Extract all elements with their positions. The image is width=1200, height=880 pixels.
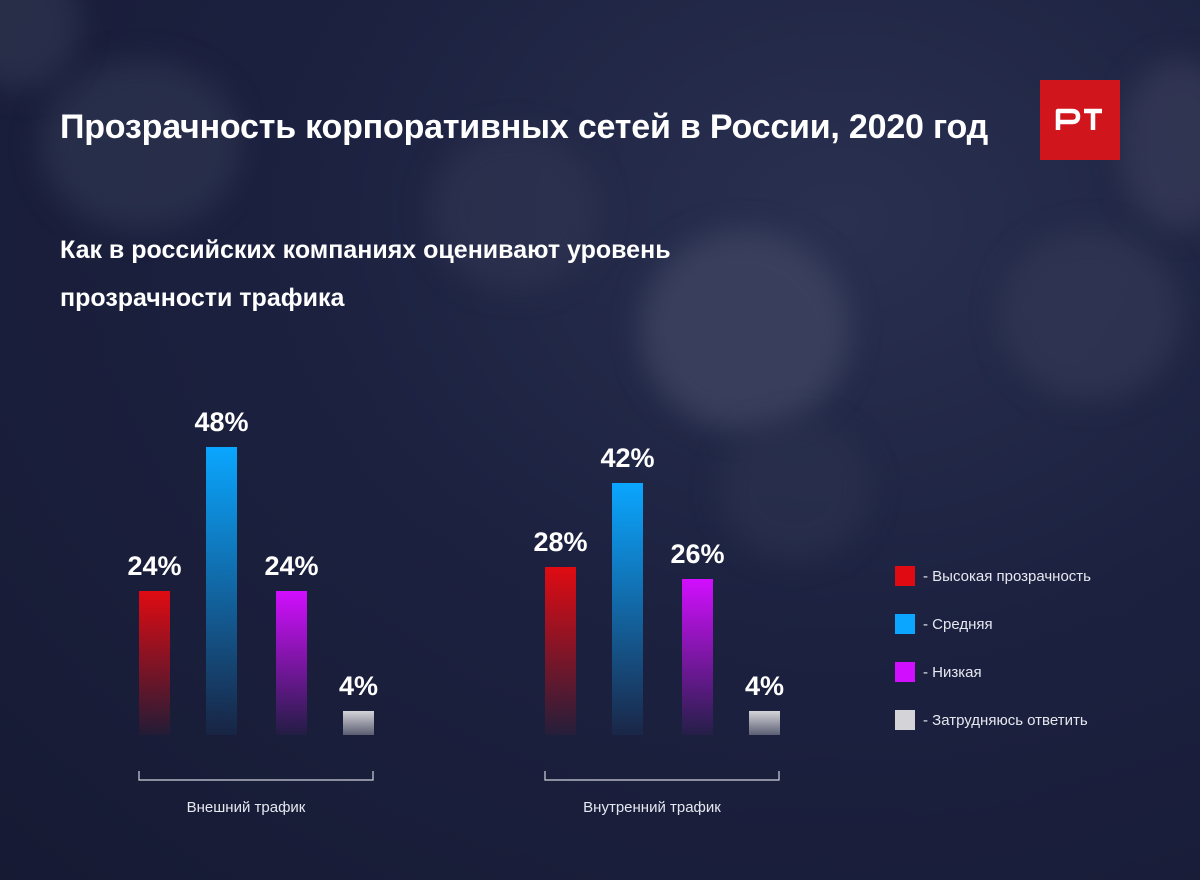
bar-value-label: 24% [264,551,318,581]
category-label: Внешний трафик [187,799,306,816]
bar-value-label: 24% [127,551,181,581]
legend-item-high: - Высокая прозрачность [895,566,1091,586]
legend-swatch-medium [895,614,915,634]
background-sphere [720,420,870,560]
bar-high-external [139,591,170,735]
logo-letter-t [1084,108,1102,130]
page-title: Прозрачность корпоративных сетей в Росси… [60,108,989,146]
bar-medium-internal [612,483,643,735]
bar-value-label: 4% [745,671,784,701]
chart-subtitle: Как в российских компаниях оценивают уро… [60,236,671,312]
bar-value-label: 28% [533,527,587,557]
category-label: Внутренний трафик [583,799,721,816]
bar-unsure-external [343,711,374,735]
bar-unsure-internal [749,711,780,735]
bar-value-label: 4% [339,671,378,701]
group-bracket [138,771,374,781]
legend-label: - Низкая [923,663,982,681]
legend-swatch-low [895,662,915,682]
background-sphere [430,130,600,290]
pt-logo [1040,80,1120,160]
background-sphere [1000,230,1180,400]
background-sphere [40,60,240,230]
legend-label: - Высокая прозрачность [923,567,1091,585]
bar-value-label: 42% [600,443,654,473]
bar-low-internal [682,579,713,735]
bar-value-label: 26% [670,539,724,569]
group-bracket [544,771,780,781]
legend-swatch-unsure [895,710,915,730]
legend-label: - Средняя [923,615,993,633]
legend-label: - Затрудняюсь ответить [923,711,1088,729]
background-sphere [640,230,850,430]
bar-high-internal [545,567,576,735]
legend-item-unsure: - Затрудняюсь ответить [895,710,1088,730]
bar-medium-external [206,447,237,735]
legend-swatch-high [895,566,915,586]
bar-low-external [276,591,307,735]
legend-item-medium: - Средняя [895,614,993,634]
bar-value-label: 48% [194,407,248,437]
legend-item-low: - Низкая [895,662,982,682]
logo-letter-p [1055,108,1081,130]
